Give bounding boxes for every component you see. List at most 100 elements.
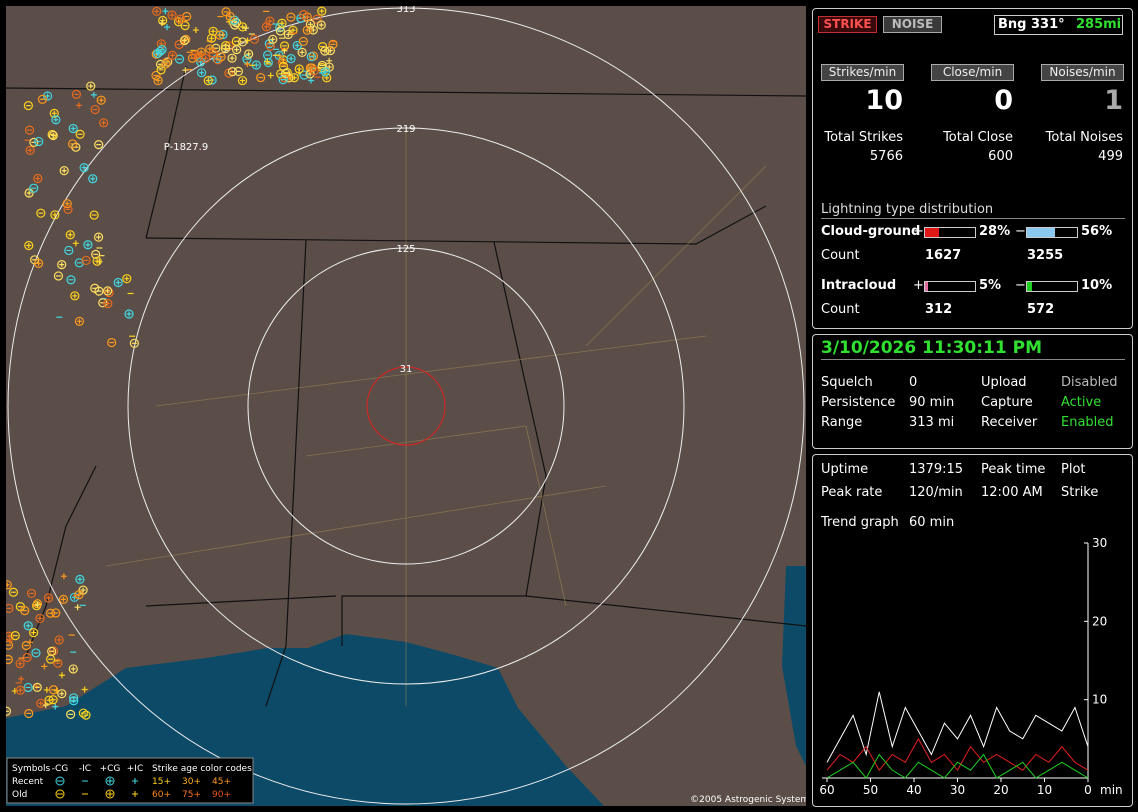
strike-symbol [67,232,73,238]
strike-symbol [60,596,66,602]
strike-symbol [43,593,54,603]
legend-symbol [105,789,115,799]
strike-symbol [302,25,312,35]
sign: − [1015,278,1026,293]
total-value: 600 [988,149,1013,164]
strike-symbol [50,133,56,139]
strike-symbol [27,147,33,153]
strike-symbol [56,637,62,643]
strike-symbol [71,89,81,100]
strike-symbol [237,75,248,86]
mode-value: Active [1061,395,1102,410]
strike-symbol [227,14,233,20]
strike-symbol [90,104,100,115]
setting-label: Range [821,415,863,430]
strike-symbol [263,57,273,68]
rate-header[interactable]: Strikes/min [821,64,904,81]
strike-symbol [57,689,67,699]
strike-symbol [64,245,74,256]
x-tick-label: 40 [906,783,921,797]
bearing-box [994,15,1123,35]
strike-symbol [244,49,254,59]
strike-symbol [27,639,34,646]
count-label: Count [821,302,860,317]
pct-bar [1027,228,1055,237]
legend-text: +IC [127,764,143,774]
strike-symbol [278,75,288,85]
strike-symbol [296,66,302,72]
legend-box [6,757,254,804]
distribution-title: Lightning type distribution [821,202,994,217]
strike-symbol [85,242,91,248]
strike-symbol [187,53,197,63]
setting-value: 0 [909,375,918,390]
strike-symbol [162,8,169,15]
strike-symbol [6,631,14,641]
strike-symbol [246,51,252,57]
strike-symbol [309,66,319,76]
strike-symbol [192,27,199,34]
strike-symbol [209,35,215,41]
range-label: 313 [396,6,415,15]
strike-symbol [213,55,223,65]
strike-symbol [307,63,317,73]
strike-symbol [28,628,39,638]
strike-symbol [6,580,12,590]
strike-button[interactable]: STRIKE [818,16,877,33]
strike-symbol [181,37,187,43]
strike-symbol [307,21,313,27]
strike-symbol [36,260,42,266]
trend-line [826,691,1089,763]
strike-symbol [53,658,63,668]
mode-label: Capture [981,395,1033,410]
strike-symbol [280,68,291,78]
total-label: Total Noises [1045,130,1123,145]
strike-symbol [215,30,225,40]
setting-label: Squelch [821,375,873,390]
pct-bar [1027,282,1032,291]
legend: Symbols -CG -IC +CG +IC Strike age color code… [6,757,254,804]
rate-header[interactable]: Close/min [931,64,1014,81]
pct-label: 5% [979,278,1002,293]
strike-symbol [92,256,102,266]
strike-symbol [10,631,20,641]
type-name: Cloud-ground [821,224,921,239]
strike-symbol [221,7,231,17]
strike-symbol [51,115,61,125]
rate-header[interactable]: Noises/min [1041,64,1124,81]
strike-symbol [294,42,300,48]
strike-symbol [124,309,134,319]
sign: + [913,278,924,293]
noise-button[interactable]: NOISE [883,16,942,33]
strike-symbol [70,125,76,131]
strike-symbol [192,52,198,58]
count-value: 312 [925,302,953,317]
strike-symbol [37,615,43,621]
strike-symbol [51,110,57,116]
strike-symbol [86,81,96,91]
strike-symbol [59,691,65,697]
strike-symbol [157,45,167,55]
strike-symbol [294,64,304,74]
roads [105,126,767,706]
strike-symbol [267,72,274,79]
strike-symbol [25,145,35,156]
pct-label: 28% [979,224,1011,239]
strike-symbol [60,573,67,580]
strike-symbol [33,683,40,690]
strike-symbol [318,22,324,28]
strike-symbol [59,166,69,176]
total-label: Total Close [943,130,1013,145]
strike-symbol [190,50,200,60]
strike-symbol [52,703,59,710]
strike-symbol [32,682,42,692]
strike-symbol [155,46,165,57]
mode-value: Enabled [1061,415,1114,430]
strike-symbol [96,95,106,105]
status-panel [812,8,1133,329]
strike-symbol [312,14,322,24]
legend-symbol [55,789,65,799]
datetime: 3/10/2026 11:30:11 PM [821,338,1042,358]
stat-label: Trend graph [821,515,899,530]
strike-symbol [63,204,73,215]
